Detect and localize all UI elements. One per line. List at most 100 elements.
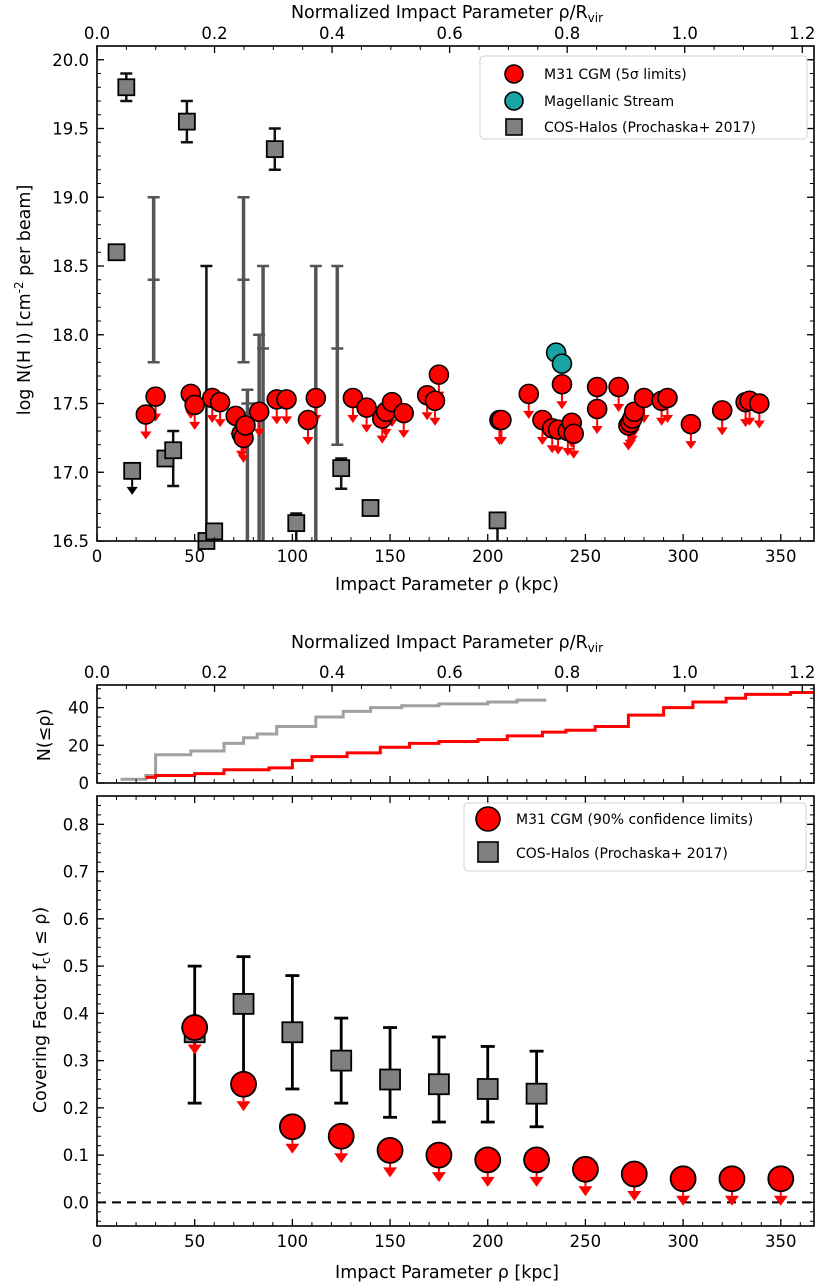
m31-fc-point	[767, 1165, 795, 1193]
top-tick-label: 0.4	[319, 663, 345, 682]
top-tick-label: 0.0	[84, 24, 110, 43]
plot-area-3	[97, 955, 814, 1206]
top-tick-label: 0.8	[554, 24, 580, 43]
m31-limit-arrow-head	[495, 437, 508, 445]
m31-limit-arrow-head	[140, 431, 152, 440]
legend-label-m31: M31 CGM (5σ limits)	[544, 67, 687, 83]
m31-point	[135, 404, 157, 425]
y-tick-label: 40	[68, 699, 89, 718]
m31-limit-arrow-head	[189, 421, 201, 430]
m31-point	[393, 402, 415, 424]
cumulative-cos-line	[120, 698, 547, 781]
top-tick-label: 1.0	[672, 24, 698, 43]
plot-area-1	[107, 72, 770, 550]
m31-fc-limit-arrow-head	[627, 1191, 642, 1202]
m31-fc-limit-arrow-head	[773, 1195, 788, 1206]
cos-fc-point	[281, 1021, 304, 1044]
m31-fc-point	[376, 1136, 404, 1164]
m31-limit-arrow-head	[523, 410, 535, 419]
m31-point	[209, 391, 231, 413]
cos-halos-point	[123, 461, 142, 480]
cos-fc-point	[379, 1068, 401, 1091]
m31-limit-arrow-head	[237, 454, 250, 463]
cos-fc-point	[330, 1049, 353, 1072]
legend-marker-m31	[504, 64, 524, 84]
m31-limit-arrow-head	[398, 430, 410, 439]
m31-point	[586, 376, 608, 398]
y-tick-label: 19.0	[52, 188, 89, 207]
x-tick-label: 300	[667, 1232, 699, 1251]
m31-fc-limit-arrow-head	[578, 1186, 593, 1197]
y-tick-label: 20	[68, 736, 89, 755]
legend-box-3	[463, 802, 807, 872]
m31-point	[680, 413, 702, 435]
m31-point	[184, 394, 205, 416]
m31-fc-limit-arrow-head	[676, 1195, 691, 1206]
m31-fc-point	[572, 1155, 599, 1183]
m31-point	[657, 387, 678, 409]
ticks-2: 0.0 0.2 0.4 0.6 0.8 1.0 1.2 0 20 40	[68, 663, 815, 793]
x-tick-label: 200	[472, 1232, 504, 1251]
y-tick-label: 0.6	[63, 910, 89, 929]
axes-frame-3	[96, 795, 815, 1227]
x-axis-label-3: Impact Parameter ρ [kpc]	[335, 1263, 559, 1283]
top-tick-label: 0.2	[201, 663, 227, 682]
y-tick-label: 17.5	[52, 395, 89, 414]
m31-point	[491, 409, 512, 431]
y-tick-label: 17.0	[52, 463, 89, 482]
m31-fc-limit-arrow-head	[480, 1176, 495, 1187]
x-tick-label: 350	[765, 1232, 797, 1251]
x-tick-label: 150	[374, 547, 406, 566]
top-tick-label: 0.6	[436, 663, 462, 682]
legend-1: M31 CGM (5σ limits) Magellanic Stream CO…	[479, 55, 808, 140]
cos-halos-point	[117, 78, 136, 97]
m31-limit-arrow-head	[716, 427, 728, 436]
x-tick-label: 300	[667, 547, 699, 566]
y-tick-label: 0.7	[63, 863, 89, 882]
m31-limit-arrow-head	[214, 419, 226, 428]
m31-limit-arrow-head	[562, 448, 574, 456]
cos-fc-point	[232, 993, 255, 1015]
m31-point	[748, 393, 770, 414]
cos-halos-point	[164, 441, 183, 460]
m31-point	[623, 401, 645, 423]
m31-fc-point	[718, 1165, 746, 1193]
m31-limit-arrow-head	[536, 437, 549, 445]
y-axis-label-3: Covering Factor fc( ≤ ρ)	[31, 907, 53, 1113]
m31-point	[424, 390, 446, 412]
y-axis-label-2: N(≤ρ)	[35, 709, 55, 762]
top-tick-label: 1.0	[672, 663, 698, 682]
m31-fc-point	[425, 1141, 453, 1169]
top-tick-label: 0.6	[436, 24, 462, 43]
legend-marker-ms	[504, 91, 524, 111]
cos-halos-point	[107, 243, 126, 262]
x-tick-label: 100	[277, 1232, 309, 1251]
x-tick-label: 50	[184, 547, 205, 566]
m31-point	[518, 383, 540, 405]
y-tick-label: 19.5	[52, 120, 89, 139]
m31-limit-arrow-head	[743, 417, 756, 426]
m31-limit-arrow-head	[253, 428, 265, 437]
y-tick-label: 0.2	[63, 1099, 89, 1118]
m31-limit-arrow-head	[380, 428, 392, 437]
panel-covering: Impact Parameter ρ [kpc] Covering Factor…	[31, 795, 815, 1283]
m31-fc-limit-arrow-head	[187, 1044, 202, 1055]
m31-limit-arrow-head	[302, 437, 314, 445]
y-tick-label: 0	[79, 774, 90, 793]
m31-limit-arrow-head	[626, 435, 638, 444]
cumulative-m31-line	[145, 691, 814, 779]
m31-limit-arrow-head	[421, 412, 433, 421]
x-tick-label: 200	[472, 547, 504, 566]
top-tick-label: 0.2	[201, 24, 227, 43]
m31-fc-limit-arrow-head	[334, 1153, 349, 1164]
ticks-3: 0 50 100 150 200 250 300 350 0.0 0.1 0.2 0.3 0.4 0.5 0…	[63, 796, 814, 1251]
cos-halos-point	[488, 511, 507, 530]
ticks-1: 0 50 100 150 200 250 300 350 0.0 0.2 0.4 0.6 0.8 1.0 1…	[52, 24, 815, 566]
cos-fc-point	[476, 1078, 499, 1100]
m31-limit-arrow-head	[206, 415, 218, 423]
m31-fc-point	[669, 1165, 697, 1193]
y-tick-label: 0.5	[63, 957, 89, 976]
legend-box-1	[479, 55, 808, 140]
top-tick-label: 0.8	[554, 663, 580, 682]
